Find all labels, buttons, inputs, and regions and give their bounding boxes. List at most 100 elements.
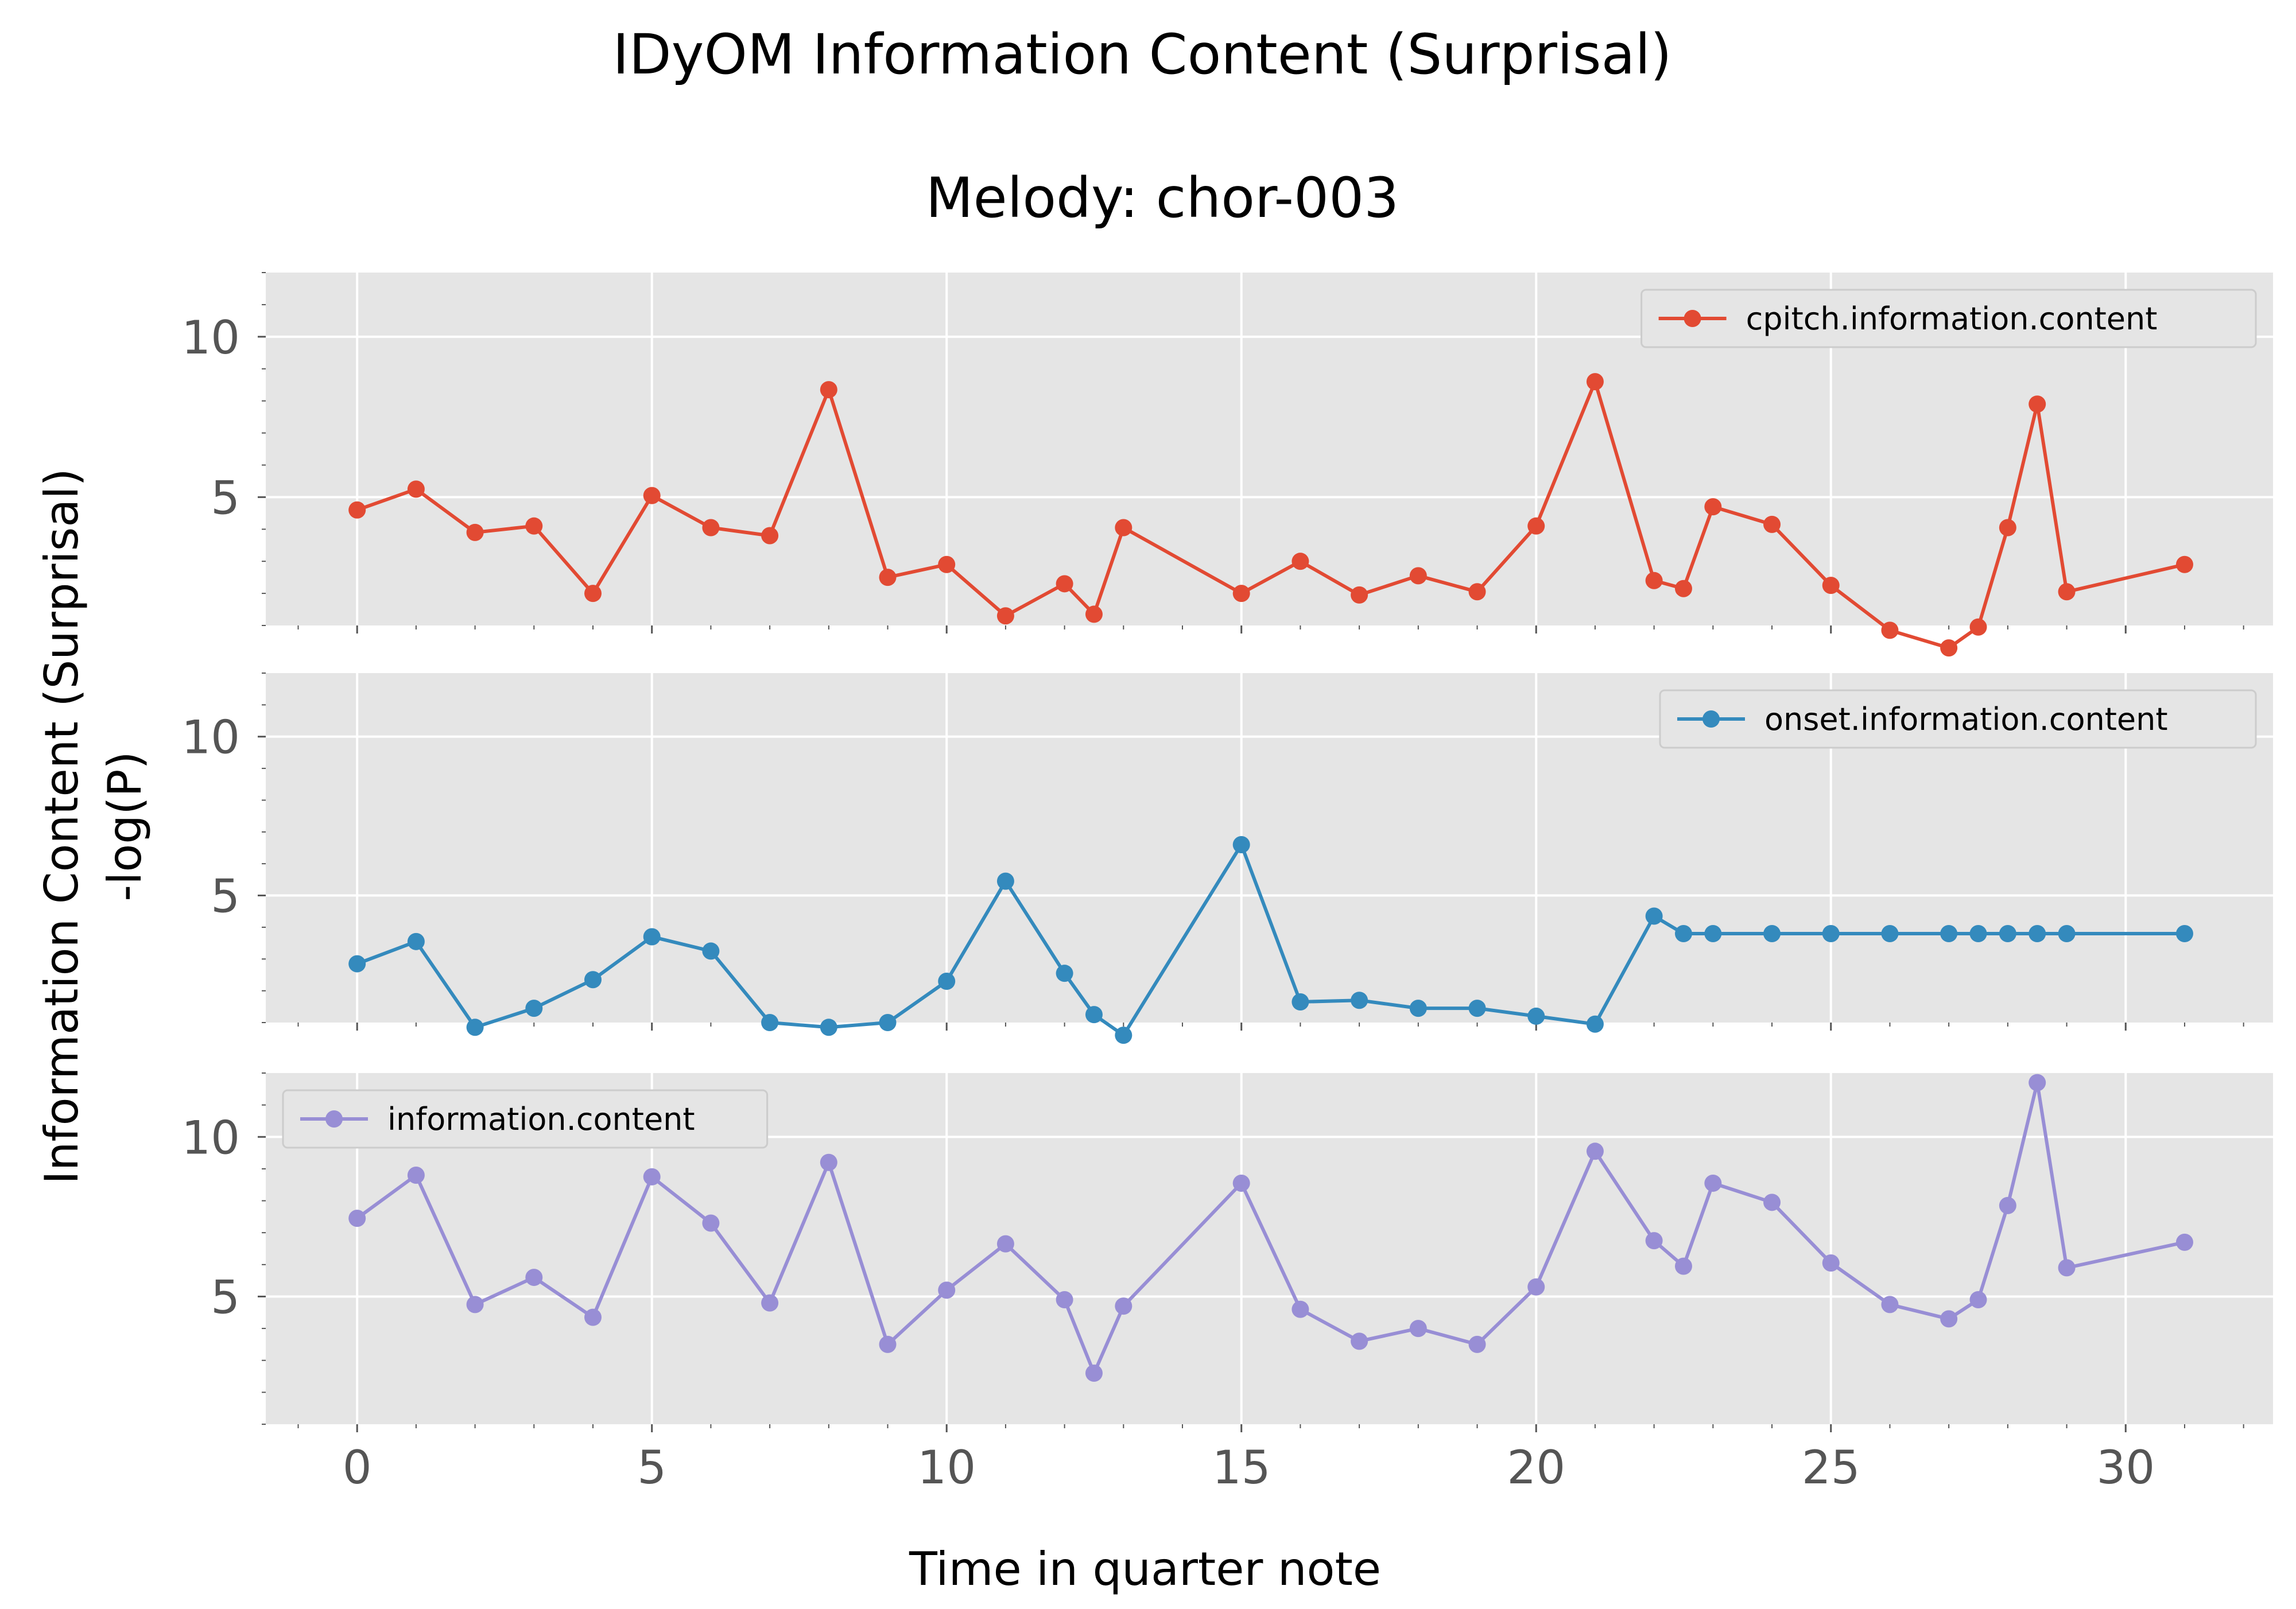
data-point [1586, 1015, 1604, 1033]
panel-2: 5 10 onset.information.content [181, 673, 2273, 1044]
chart-title: IDyOM Information Content (Surprisal) [612, 22, 1671, 87]
data-point [938, 555, 956, 573]
data-point [1468, 1000, 1486, 1017]
data-point [820, 381, 837, 399]
x-tick-label: 0 [343, 1441, 372, 1494]
data-point [879, 569, 897, 586]
data-point [761, 527, 779, 545]
data-point [407, 1167, 425, 1184]
data-point [1351, 992, 1368, 1009]
y-axis-label-line2: -log(P) [98, 751, 152, 901]
legend: cpitch.information.content [1640, 289, 2257, 348]
data-point [466, 1019, 484, 1036]
data-point [702, 942, 720, 960]
data-point [1645, 907, 1663, 925]
data-point [1527, 517, 1545, 535]
data-point [348, 501, 366, 519]
y-tick-label: 10 [181, 311, 240, 364]
data-point [1527, 1278, 1545, 1296]
data-point [2058, 583, 2076, 601]
panels-layer: 5 10 cpitch.information.content 5 10 onset.in… [181, 272, 2273, 1494]
data-point [996, 607, 1014, 625]
data-point [1232, 1174, 1250, 1192]
data-point [1822, 1254, 1840, 1272]
data-point [1292, 1300, 1309, 1318]
data-point [407, 932, 425, 950]
data-point [348, 1210, 366, 1227]
data-point [938, 973, 956, 990]
data-point [1704, 1174, 1722, 1192]
data-point [2175, 924, 2193, 942]
data-point [2029, 1074, 2046, 1091]
data-point [1085, 1364, 1103, 1382]
data-point [1115, 1297, 1133, 1315]
x-tick-label: 10 [917, 1441, 976, 1494]
legend-marker [1684, 310, 1701, 327]
x-tick-label: 5 [637, 1441, 666, 1494]
data-point [1292, 993, 1309, 1011]
x-tick-label: 30 [2096, 1441, 2155, 1494]
data-point [1409, 1320, 1427, 1338]
data-point [1056, 965, 1073, 982]
data-point [1763, 515, 1781, 533]
data-point [1969, 618, 1987, 636]
data-point [2029, 395, 2046, 413]
x-axis-label: Time in quarter note [909, 1542, 1381, 1596]
data-point [1085, 1006, 1103, 1024]
data-point [1292, 553, 1309, 570]
data-point [1674, 924, 1692, 942]
legend-box [1640, 289, 2257, 348]
series-line [356, 1081, 2185, 1375]
y-axis-label-line1: Information Content (Surprisal) [35, 468, 88, 1184]
data-point [2058, 1259, 2076, 1277]
data-point [996, 1235, 1014, 1253]
data-point [1674, 580, 1692, 597]
data-point [1409, 567, 1427, 585]
legend-label: onset.information.content [1764, 701, 2168, 737]
data-point [2175, 555, 2193, 573]
data-point [643, 487, 661, 504]
series-line [356, 843, 2185, 1037]
data-point [1232, 585, 1250, 603]
data-point [584, 1308, 602, 1326]
x-tick-label: 15 [1212, 1441, 1271, 1494]
legend-box [1659, 689, 2257, 749]
data-point [348, 955, 366, 973]
data-point [1940, 924, 1958, 942]
data-point [2175, 1233, 2193, 1251]
x-tick-label: 20 [1507, 1441, 1565, 1494]
data-point [1969, 924, 1987, 942]
y-tick-label: 10 [181, 1111, 240, 1164]
data-point [1468, 1335, 1486, 1353]
data-point [938, 1281, 956, 1299]
legend-marker [325, 1110, 343, 1128]
data-point [2058, 924, 2076, 942]
data-point [525, 1269, 543, 1287]
data-point [525, 517, 543, 535]
data-point [1085, 605, 1103, 623]
data-point [643, 928, 661, 946]
data-point [1232, 835, 1250, 853]
data-point [820, 1019, 837, 1036]
data-point [1645, 572, 1663, 589]
data-point [525, 1000, 543, 1017]
data-point [702, 519, 720, 537]
data-point [1527, 1007, 1545, 1025]
data-point [643, 1168, 661, 1186]
data-point [1586, 1142, 1604, 1160]
data-point [1881, 1296, 1899, 1313]
data-point [1115, 1027, 1133, 1044]
y-tick-label: 10 [181, 711, 240, 764]
data-point [1940, 639, 1958, 657]
y-tick-label: 5 [211, 471, 240, 524]
data-point [1704, 924, 1722, 942]
legend-box [282, 1089, 769, 1149]
data-point [1704, 498, 1722, 516]
data-point [1822, 924, 1840, 942]
chart-subtitle: Melody: chor-003 [926, 166, 1399, 230]
data-point [1763, 1194, 1781, 1211]
data-point [1881, 621, 1899, 639]
data-point [1999, 519, 2016, 537]
